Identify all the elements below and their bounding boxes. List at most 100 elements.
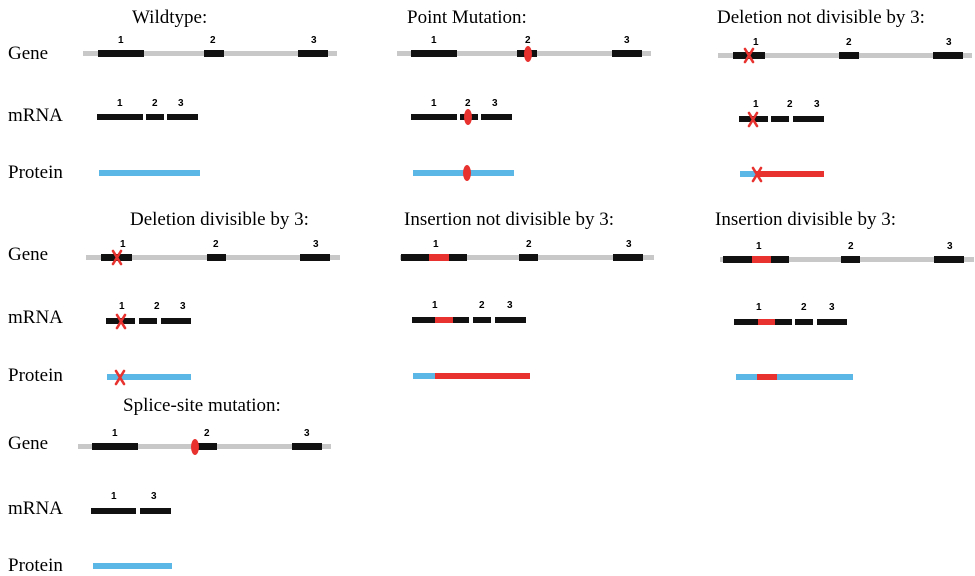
exon-number: 3 — [626, 239, 632, 250]
panel-insertion-divisible: Insertion divisible by 3: 1 2 3 1 2 3 — [715, 209, 974, 380]
exon-3 — [933, 52, 963, 59]
exon-3 — [613, 254, 643, 261]
panel-title: Deletion divisible by 3: — [130, 209, 309, 230]
exon-number: 2 — [465, 98, 471, 109]
mrna-exon-2 — [795, 319, 813, 325]
mrna-exon-3 — [495, 317, 526, 323]
exon-number: 2 — [154, 301, 160, 312]
insertion-segment — [758, 319, 775, 325]
exon-number: 3 — [814, 99, 820, 110]
exon-number: 1 — [753, 99, 759, 110]
exon-number: 2 — [801, 302, 807, 313]
row-label-protein-1: Protein — [8, 162, 63, 183]
exon-number: 1 — [118, 35, 124, 46]
mrna-exon-3 — [161, 318, 191, 324]
exon-3 — [934, 256, 964, 263]
protein-bar — [736, 374, 853, 380]
insertion-segment — [757, 374, 777, 380]
panel-title: Insertion divisible by 3: — [715, 209, 896, 230]
exon-1 — [411, 50, 457, 57]
insertion-segment — [752, 256, 771, 263]
point-mutation-marker — [463, 165, 471, 181]
panel-deletion-not-divisible: Deletion not divisible by 3: 1 2 3 1 2 3 — [717, 7, 972, 183]
row-label-mrna-1: mRNA — [8, 105, 63, 126]
splice-site-mutation-marker — [191, 439, 199, 455]
panel-point-mutation: Point Mutation: 1 2 3 1 2 3 — [397, 7, 651, 181]
exon-number: 3 — [151, 491, 157, 502]
exon-number: 2 — [210, 35, 216, 46]
panel-title: Deletion not divisible by 3: — [717, 7, 925, 28]
protein-bar-frameshift — [435, 373, 530, 379]
mrna-exon-2 — [473, 317, 491, 323]
exon-3 — [612, 50, 642, 57]
row-label-mrna-3: mRNA — [8, 498, 63, 519]
panel-title: Point Mutation: — [407, 7, 527, 28]
mrna-exon-2 — [139, 318, 157, 324]
exon-number: 1 — [111, 491, 117, 502]
mrna-exon-3 — [817, 319, 847, 325]
exon-number: 3 — [180, 301, 186, 312]
protein-bar-normal — [413, 373, 435, 379]
exon-number: 1 — [117, 98, 123, 109]
deletion-x-icon — [743, 47, 755, 64]
protein-bar — [93, 563, 172, 569]
mrna-exon-2 — [771, 116, 789, 122]
exon-number: 1 — [431, 98, 437, 109]
mrna-exon-1 — [91, 508, 136, 514]
mrna-exon-1 — [97, 114, 143, 120]
deletion-x-icon — [747, 111, 759, 128]
exon-number: 1 — [119, 301, 125, 312]
deletion-x-icon — [115, 313, 127, 330]
panel-deletion-divisible: Deletion divisible by 3: 1 2 3 1 2 3 — [86, 209, 340, 386]
panel-splice-site-mutation: Splice-site mutation: 1 2 3 1 3 — [78, 395, 331, 569]
mrna-exon-3 — [140, 508, 171, 514]
exon-number: 3 — [947, 241, 953, 252]
exon-number: 3 — [304, 428, 310, 439]
point-mutation-marker — [464, 109, 472, 125]
exon-number: 3 — [624, 35, 630, 46]
mrna-exon-2 — [146, 114, 164, 120]
exon-number: 3 — [829, 302, 835, 313]
exon-2 — [207, 254, 226, 261]
deletion-x-icon — [114, 369, 126, 386]
mrna-exon-3 — [167, 114, 198, 120]
exon-number: 1 — [431, 35, 437, 46]
exon-1 — [98, 50, 144, 57]
exon-number: 1 — [756, 241, 762, 252]
exon-number: 1 — [756, 302, 762, 313]
panel-title: Wildtype: — [132, 7, 207, 28]
exon-number: 1 — [753, 37, 759, 48]
exon-number: 2 — [846, 37, 852, 48]
exon-3 — [298, 50, 328, 57]
exon-number: 3 — [946, 37, 952, 48]
protein-bar-frameshift — [756, 171, 824, 177]
row-label-gene-2: Gene — [8, 244, 48, 265]
exon-2 — [519, 254, 538, 261]
panel-title: Splice-site mutation: — [123, 395, 281, 416]
exon-3 — [292, 443, 322, 450]
exon-number: 1 — [120, 239, 126, 250]
protein-bar-normal — [740, 171, 756, 177]
exon-number: 2 — [787, 99, 793, 110]
exon-number: 2 — [525, 35, 531, 46]
exon-number: 2 — [848, 241, 854, 252]
exon-2 — [204, 50, 224, 57]
exon-1 — [92, 443, 138, 450]
insertion-segment — [429, 254, 449, 261]
exon-number: 3 — [311, 35, 317, 46]
point-mutation-marker — [524, 46, 532, 62]
row-label-protein-3: Protein — [8, 555, 63, 576]
exon-number: 3 — [313, 239, 319, 250]
exon-number: 2 — [152, 98, 158, 109]
protein-bar — [107, 374, 191, 380]
panel-wildtype: Wildtype: 1 2 3 1 2 3 — [83, 7, 337, 176]
panel-title: Insertion not divisible by 3: — [404, 209, 614, 230]
mrna-exon-3 — [793, 116, 824, 122]
deletion-x-icon — [751, 166, 763, 183]
exon-number: 2 — [479, 300, 485, 311]
mrna-exon-1 — [411, 114, 457, 120]
mrna-exon-3 — [481, 114, 512, 120]
row-label-mrna-2: mRNA — [8, 307, 63, 328]
